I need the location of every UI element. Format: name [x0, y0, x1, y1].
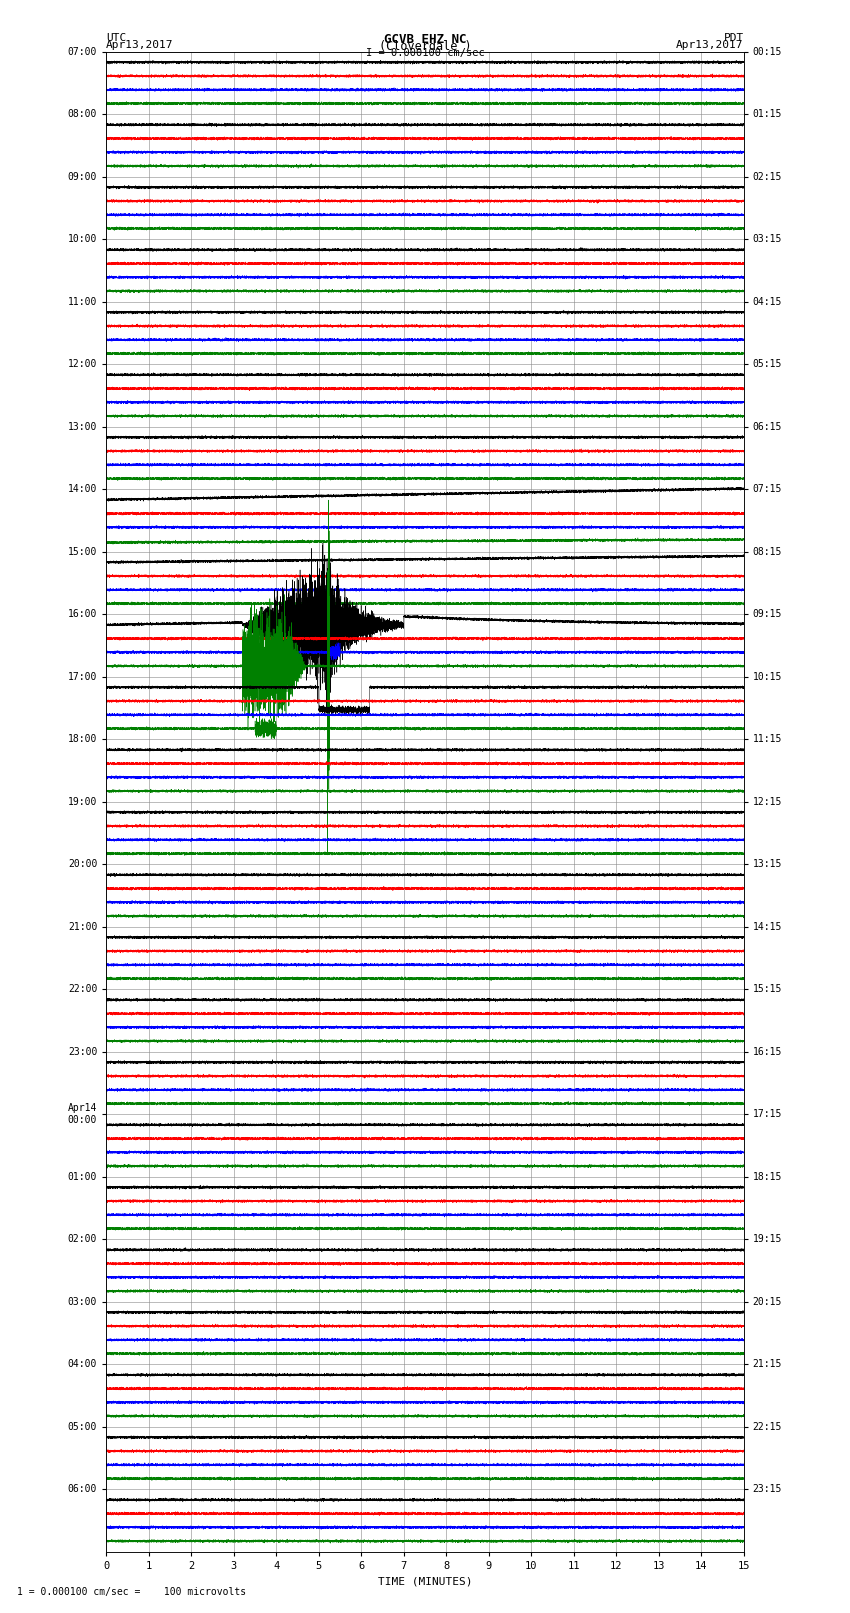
- Text: Apr13,2017: Apr13,2017: [106, 40, 173, 50]
- Text: (Cloverdale ): (Cloverdale ): [379, 40, 471, 53]
- X-axis label: TIME (MINUTES): TIME (MINUTES): [377, 1576, 473, 1586]
- Text: PDT: PDT: [723, 32, 744, 44]
- Text: 1 = 0.000100 cm/sec =    100 microvolts: 1 = 0.000100 cm/sec = 100 microvolts: [17, 1587, 246, 1597]
- Text: I = 0.000100 cm/sec: I = 0.000100 cm/sec: [366, 47, 484, 58]
- Text: GCVB EHZ NC: GCVB EHZ NC: [383, 32, 467, 47]
- Text: Apr13,2017: Apr13,2017: [677, 40, 744, 50]
- Text: UTC: UTC: [106, 32, 127, 44]
